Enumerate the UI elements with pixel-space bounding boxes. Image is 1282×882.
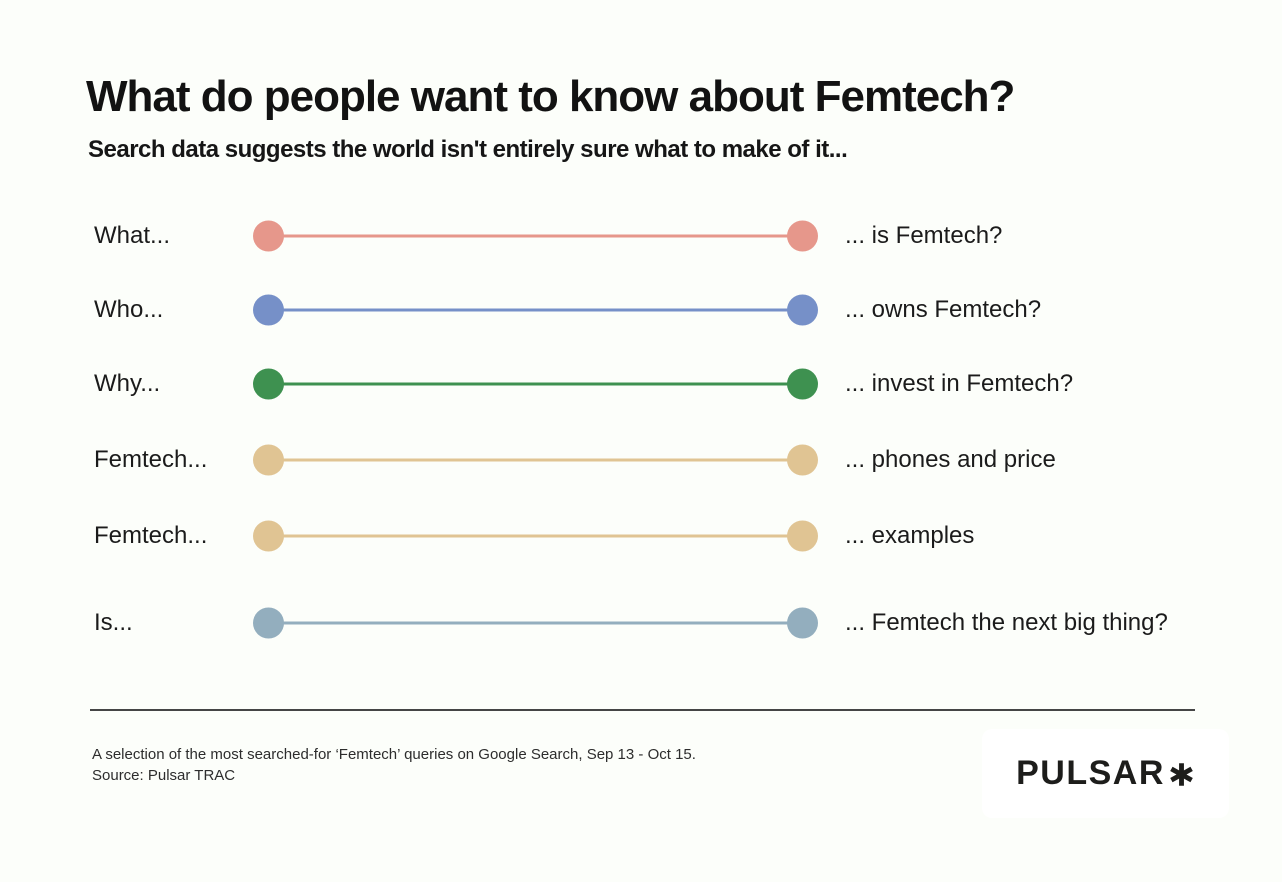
query-suffix-label: ... examples: [845, 522, 975, 549]
pulsar-logo: PULSAR: [1016, 754, 1195, 793]
query-suffix-label: ... phones and price: [845, 446, 1056, 473]
query-row: Femtech... ... phones and price: [0, 442, 1282, 478]
caption-block: A selection of the most searched-for ‘Fe…: [92, 744, 696, 786]
query-suffix-label: ... owns Femtech?: [845, 296, 1042, 323]
query-prefix-label: Is...: [94, 609, 133, 636]
connector-line: [268, 234, 803, 238]
query-row: Is... ... Femtech the next big thing?: [0, 605, 1282, 641]
footer-divider: [90, 709, 1195, 711]
right-dot: [787, 520, 818, 552]
connector-line: [268, 621, 803, 625]
page-title: What do people want to know about Femtec…: [86, 72, 1015, 121]
right-dot: [787, 294, 818, 326]
query-prefix-label: Femtech...: [94, 446, 208, 473]
page-subtitle: Search data suggests the world isn't ent…: [88, 136, 848, 163]
caption-text: A selection of the most searched-for ‘Fe…: [92, 746, 696, 763]
connector-line: [268, 382, 803, 386]
right-dot: [787, 444, 818, 476]
query-row: Who... ... owns Femtech?: [0, 292, 1282, 328]
query-prefix-label: What...: [94, 222, 171, 249]
query-suffix-label: ... is Femtech?: [845, 222, 1003, 249]
pulsar-logo-card: PULSAR: [982, 729, 1229, 818]
asterisk-icon: [1170, 763, 1193, 786]
connector-line: [268, 458, 803, 462]
query-row: Femtech... ... examples: [0, 518, 1282, 554]
right-dot: [787, 368, 818, 400]
query-prefix-label: Why...: [94, 370, 161, 397]
source-text: Source: Pulsar TRAC: [92, 767, 236, 784]
query-prefix-label: Femtech...: [94, 522, 208, 549]
connector-line: [268, 308, 803, 312]
right-dot: [787, 607, 818, 639]
connector-line: [268, 534, 803, 538]
pulsar-logo-text: PULSAR: [1016, 754, 1165, 792]
query-prefix-label: Who...: [94, 296, 164, 323]
query-row: Why... ... invest in Femtech?: [0, 366, 1282, 402]
query-suffix-label: ... Femtech the next big thing?: [845, 609, 1168, 636]
query-suffix-label: ... invest in Femtech?: [845, 370, 1074, 397]
query-row: What... ... is Femtech?: [0, 218, 1282, 254]
right-dot: [787, 220, 818, 252]
